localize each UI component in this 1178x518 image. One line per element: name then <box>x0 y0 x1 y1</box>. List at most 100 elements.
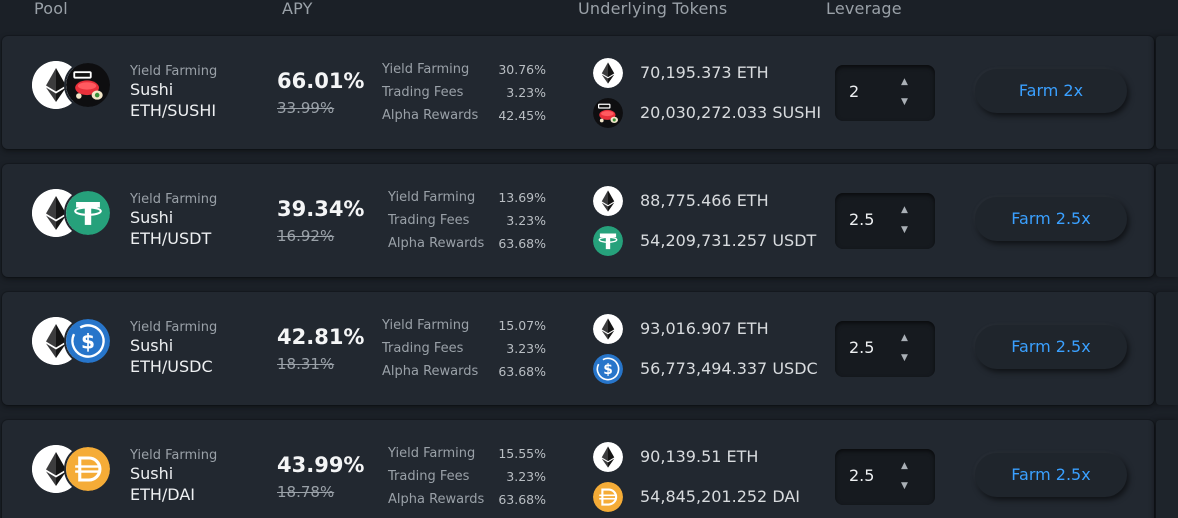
eth-icon <box>593 58 623 88</box>
apy-base-value: 18.78% <box>277 483 335 501</box>
breakdown-value: 63.68% <box>498 364 546 379</box>
sushi-icon <box>64 61 112 109</box>
breakdown-value: 15.55% <box>498 446 546 461</box>
increment-icon[interactable]: ▲ <box>901 205 908 215</box>
pool-dex: Sushi <box>130 208 174 227</box>
scroll-rail <box>1156 164 1178 277</box>
breakdown-value: 3.23% <box>506 469 546 484</box>
breakdown-value: 42.45% <box>498 108 546 123</box>
decrement-icon[interactable]: ▼ <box>901 225 908 235</box>
pool-row-eth-usdc: Yield Farming Sushi ETH/USDC 42.81% 18.3… <box>2 292 1154 405</box>
apy-base-value: 18.31% <box>277 355 335 373</box>
farm-button[interactable]: Farm 2.5x <box>975 197 1127 241</box>
eth-icon <box>593 186 623 216</box>
scroll-rail <box>1156 36 1178 149</box>
decrement-icon[interactable]: ▼ <box>901 481 908 491</box>
usdt-icon <box>593 226 623 256</box>
pair-icons <box>30 189 120 237</box>
table-header: Pool APY Underlying Tokens Leverage <box>0 0 1178 30</box>
decrement-icon[interactable]: ▼ <box>901 97 908 107</box>
pool-row-eth-dai: Yield Farming Sushi ETH/DAI 43.99% 18.78… <box>2 420 1154 518</box>
apy-value: 43.99% <box>277 453 365 477</box>
leverage-value: 2.5 <box>849 338 875 357</box>
apy-base-value: 33.99% <box>277 99 335 117</box>
pool-row-eth-sushi: Yield Farming Sushi ETH/SUSHI 66.01% 33.… <box>2 36 1154 149</box>
decrement-icon[interactable]: ▼ <box>901 353 908 363</box>
breakdown-label: Yield Farming <box>388 190 476 205</box>
breakdown-value: 3.23% <box>506 341 546 356</box>
token-amount: 54,845,201.252 DAI <box>640 487 801 506</box>
breakdown-value: 30.76% <box>498 62 546 77</box>
dai-icon <box>64 445 112 493</box>
pool-type: Yield Farming <box>130 192 218 207</box>
token-amount: 90,139.51 ETH <box>640 447 759 466</box>
breakdown-label: Alpha Rewards <box>388 492 485 507</box>
pool-type: Yield Farming <box>130 320 218 335</box>
breakdown-label: Alpha Rewards <box>382 108 479 123</box>
breakdown-label: Yield Farming <box>382 318 470 333</box>
header-leverage: Leverage <box>826 0 902 18</box>
pool-pair: ETH/USDT <box>130 229 212 248</box>
breakdown-value: 13.69% <box>498 190 546 205</box>
token-amount: 70,195.373 ETH <box>640 63 769 82</box>
pool-dex: Sushi <box>130 336 174 355</box>
apy-value: 42.81% <box>277 325 365 349</box>
breakdown-label: Trading Fees <box>382 85 464 100</box>
breakdown-label: Yield Farming <box>382 62 470 77</box>
breakdown-label: Alpha Rewards <box>388 236 485 251</box>
apy-value: 66.01% <box>277 69 365 93</box>
leverage-value: 2 <box>849 82 860 101</box>
pool-type: Yield Farming <box>130 64 218 79</box>
pool-pair: ETH/SUSHI <box>130 101 217 120</box>
breakdown-label: Alpha Rewards <box>382 364 479 379</box>
breakdown-value: 3.23% <box>506 85 546 100</box>
pool-type: Yield Farming <box>130 448 218 463</box>
pool-dex: Sushi <box>130 464 174 483</box>
apy-value: 39.34% <box>277 197 365 221</box>
leverage-stepper[interactable]: 2.5 ▲ ▼ <box>835 193 935 249</box>
leverage-value: 2.5 <box>849 210 875 229</box>
token-amount: 56,773,494.337 USDC <box>640 359 818 378</box>
scroll-rail <box>1156 292 1178 405</box>
header-apy: APY <box>282 0 313 18</box>
apy-base-value: 16.92% <box>277 227 335 245</box>
increment-icon[interactable]: ▲ <box>901 333 908 343</box>
breakdown-label: Yield Farming <box>388 446 476 461</box>
token-amount: 54,209,731.257 USDT <box>640 231 817 250</box>
breakdown-label: Trading Fees <box>388 469 470 484</box>
token-amount: 88,775.466 ETH <box>640 191 769 210</box>
header-pool: Pool <box>34 0 68 18</box>
usdc-icon <box>64 317 112 365</box>
header-underlying-tokens: Underlying Tokens <box>578 0 728 18</box>
pool-pair: ETH/DAI <box>130 485 196 504</box>
pair-icons <box>30 317 120 365</box>
eth-icon <box>593 314 623 344</box>
pool-pair: ETH/USDC <box>130 357 213 376</box>
breakdown-label: Trading Fees <box>382 341 464 356</box>
token-amount: 20,030,272.033 SUSHI <box>640 103 822 122</box>
breakdown-value: 15.07% <box>498 318 546 333</box>
dai-icon <box>593 482 623 512</box>
breakdown-value: 3.23% <box>506 213 546 228</box>
pair-icons <box>30 61 120 109</box>
token-amount: 93,016.907 ETH <box>640 319 769 338</box>
leverage-stepper[interactable]: 2 ▲ ▼ <box>835 65 935 121</box>
leverage-stepper[interactable]: 2.5 ▲ ▼ <box>835 449 935 505</box>
pool-row-eth-usdt: Yield Farming Sushi ETH/USDT 39.34% 16.9… <box>2 164 1154 277</box>
sushi-icon <box>593 98 623 128</box>
breakdown-label: Trading Fees <box>388 213 470 228</box>
breakdown-value: 63.68% <box>498 492 546 507</box>
increment-icon[interactable]: ▲ <box>901 461 908 471</box>
leverage-value: 2.5 <box>849 466 875 485</box>
breakdown-value: 63.68% <box>498 236 546 251</box>
pair-icons <box>30 445 120 493</box>
usdc-icon <box>593 354 623 384</box>
leverage-stepper[interactable]: 2.5 ▲ ▼ <box>835 321 935 377</box>
eth-icon <box>593 442 623 472</box>
farm-button[interactable]: Farm 2.5x <box>975 325 1127 369</box>
usdt-icon <box>64 189 112 237</box>
farm-button[interactable]: Farm 2x <box>975 69 1127 113</box>
pool-dex: Sushi <box>130 80 174 99</box>
farm-button[interactable]: Farm 2.5x <box>975 453 1127 497</box>
increment-icon[interactable]: ▲ <box>901 77 908 87</box>
